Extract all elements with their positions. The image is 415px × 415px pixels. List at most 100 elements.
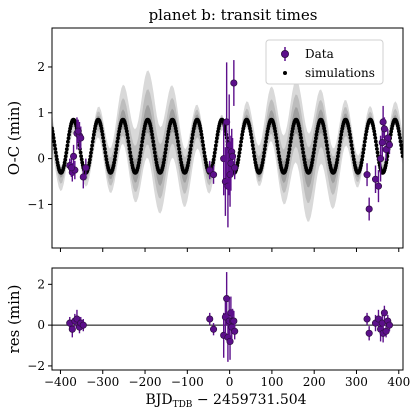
- simulation-point: [250, 139, 255, 144]
- simulation-point: [300, 147, 305, 151]
- simulation-point: [239, 139, 244, 144]
- simulation-point: [127, 147, 132, 151]
- simulation-point: [276, 147, 280, 151]
- simulation-point: [126, 136, 130, 140]
- simulation-point: [261, 157, 265, 162]
- simulation-point: [299, 136, 303, 140]
- simulation-point: [188, 147, 193, 152]
- data-point: [374, 182, 383, 190]
- simulation-point: [314, 136, 318, 141]
- top-axes: −1 0 1 2: [27, 60, 400, 252]
- data-point: [206, 315, 214, 323]
- simulation-point: [66, 139, 70, 144]
- simulation-point: [178, 157, 183, 162]
- simulation-point: [139, 143, 144, 148]
- simulation-point: [364, 129, 369, 134]
- simulation-point: [188, 150, 192, 155]
- simulation-point: [398, 139, 403, 144]
- simulation-point: [263, 143, 268, 148]
- simulation-point: [200, 136, 205, 140]
- simulation-point: [211, 160, 216, 165]
- simulation-point: [339, 129, 344, 134]
- simulation-point: [137, 157, 142, 162]
- simulation-point: [55, 160, 60, 165]
- simulation-point: [262, 150, 267, 155]
- simulation-point: [213, 147, 218, 152]
- simulation-point: [66, 136, 71, 141]
- top-y-tick-label: 1: [37, 106, 45, 120]
- data-point: [79, 321, 87, 329]
- simulation-point: [67, 132, 71, 137]
- simulation-point: [399, 143, 403, 148]
- simulation-point: [361, 147, 366, 152]
- bottom-panel: −400 −300 −200 −100 0 100 200 300 400 −2 0 2 res (m…: [5, 267, 410, 410]
- simulation-point: [372, 132, 377, 137]
- simulation-point: [250, 143, 255, 148]
- bottom-y-tick-label: 0: [37, 318, 45, 332]
- data-point: [365, 205, 373, 213]
- simulation-point: [63, 157, 68, 162]
- simulation-point: [285, 157, 290, 162]
- simulation-point: [152, 150, 157, 155]
- simulation-point: [373, 136, 378, 140]
- simulation-point: [290, 129, 295, 134]
- simulation-point: [100, 129, 104, 134]
- top-y-tick-label: 2: [37, 60, 45, 74]
- simulation-point: [62, 163, 66, 168]
- simulation-point: [375, 150, 380, 155]
- simulation-point: [325, 143, 329, 148]
- simulation-point: [298, 129, 302, 134]
- simulation-point: [277, 157, 282, 162]
- simulation-point: [65, 143, 70, 148]
- simulation-point: [78, 150, 83, 155]
- x-axis-label: BJDTDB − 2459731.504: [145, 392, 306, 410]
- simulation-point: [115, 139, 120, 144]
- simulation-point: [88, 154, 93, 159]
- simulation-point: [265, 129, 270, 134]
- simulation-point: [311, 154, 315, 159]
- simulation-point: [351, 154, 356, 159]
- simulation-point: [348, 132, 352, 137]
- simulation-point: [175, 136, 180, 140]
- simulation-point: [91, 132, 96, 137]
- band-middle: [52, 89, 403, 203]
- simulation-point: [173, 126, 178, 131]
- simulation-point: [299, 139, 304, 144]
- legend-simulations-marker: [283, 71, 287, 75]
- simulation-point: [138, 150, 143, 155]
- band-outer: [52, 70, 403, 222]
- simulation-point: [191, 129, 196, 134]
- bottom-axes: −400 −300 −200 −100 0 100 200 300 400 −2 0 2: [27, 277, 410, 389]
- simulation-point: [189, 139, 194, 144]
- simulation-point: [174, 129, 179, 134]
- simulation-point: [64, 150, 69, 155]
- simulation-point: [238, 143, 243, 148]
- simulation-point: [129, 157, 134, 162]
- simulation-point: [214, 139, 219, 144]
- simulation-point: [237, 154, 241, 159]
- simulation-point: [179, 160, 184, 165]
- simulation-point: [275, 143, 280, 148]
- simulation-point: [88, 157, 92, 162]
- data-point: [365, 329, 373, 337]
- simulation-point: [361, 150, 366, 155]
- simulation-point: [212, 150, 217, 155]
- simulation-point: [150, 136, 155, 140]
- legend-box: [265, 39, 384, 85]
- simulation-point: [149, 126, 153, 131]
- simulation-point: [52, 136, 56, 140]
- simulation-point: [124, 126, 129, 131]
- simulation-point: [252, 154, 257, 159]
- simulation-point: [338, 136, 343, 141]
- data-point: [377, 155, 385, 163]
- data-point: [382, 327, 390, 335]
- simulation-point: [89, 147, 94, 152]
- simulation-point: [161, 163, 166, 168]
- simulation-point: [112, 160, 116, 165]
- data-point: [379, 118, 387, 126]
- simulation-point: [62, 160, 67, 165]
- legend-data-label: Data: [305, 47, 334, 61]
- simulation-point: [313, 139, 318, 144]
- x-axis-label-main: BJD: [145, 392, 172, 408]
